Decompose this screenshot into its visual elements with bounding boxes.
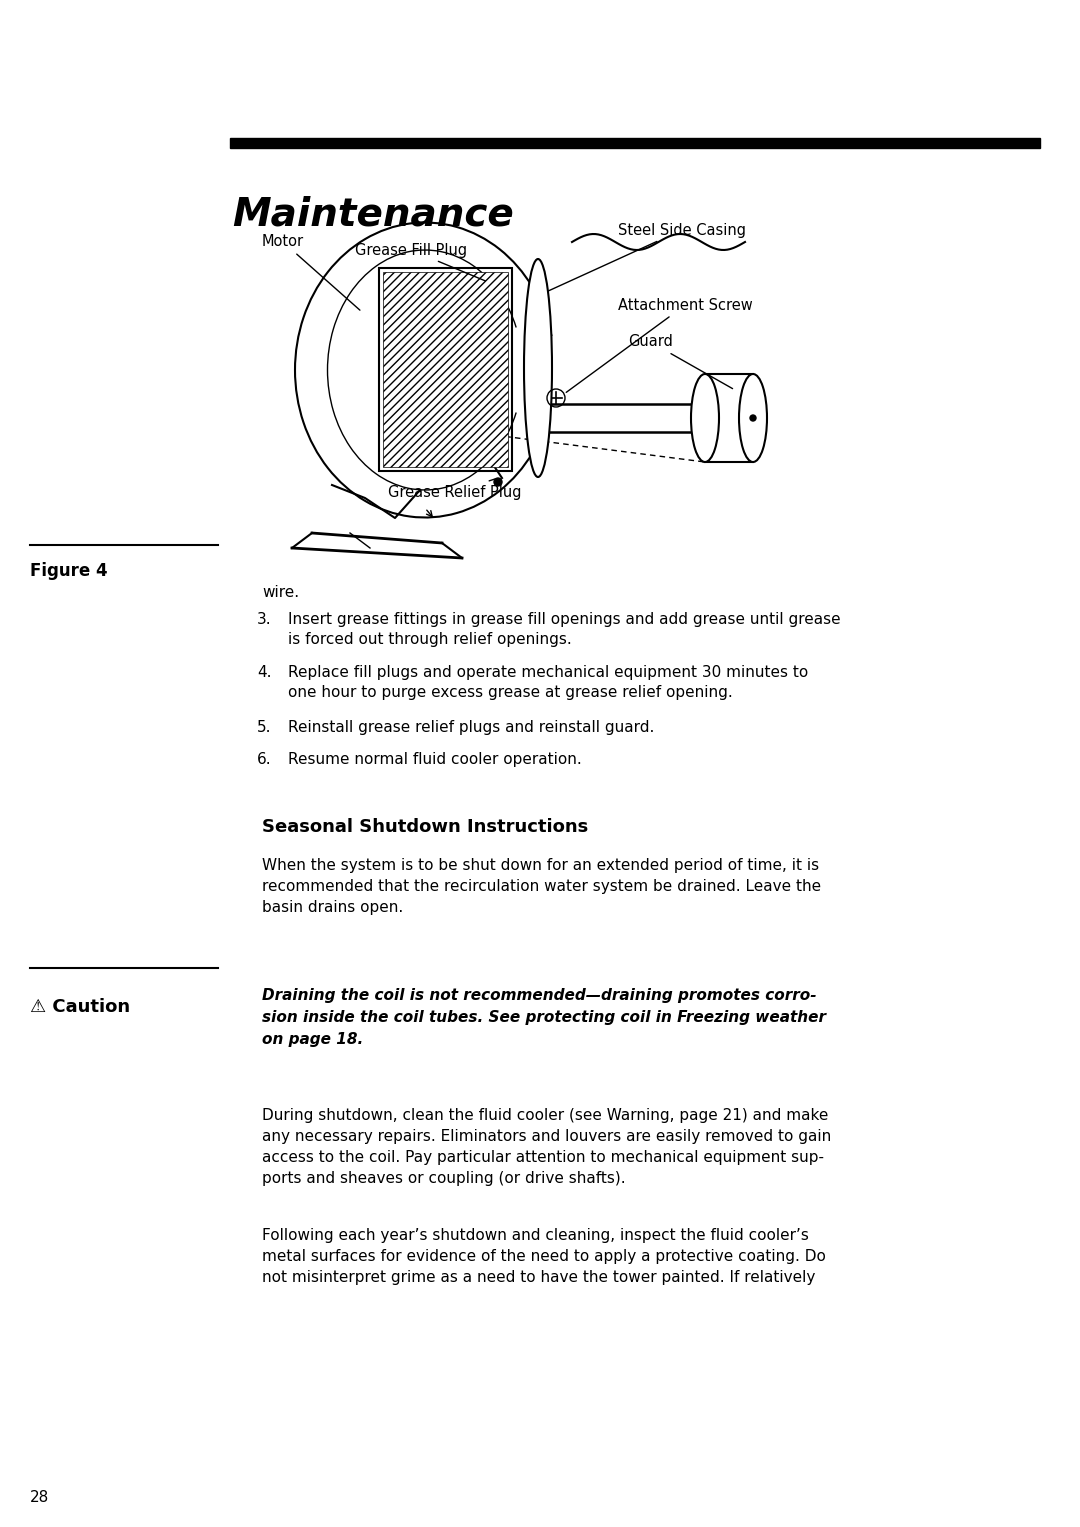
Ellipse shape: [524, 260, 552, 476]
Text: 6.: 6.: [257, 751, 272, 767]
Text: Grease Fill Plug: Grease Fill Plug: [355, 243, 485, 281]
Text: During shutdown, clean the fluid cooler (see Warning, page 21) and make
any nece: During shutdown, clean the fluid cooler …: [262, 1109, 832, 1186]
Text: Resume normal fluid cooler operation.: Resume normal fluid cooler operation.: [288, 751, 582, 767]
Text: Draining the coil is not recommended—draining promotes corro-
sion inside the co: Draining the coil is not recommended—dra…: [262, 988, 826, 1048]
Text: 5.: 5.: [257, 721, 271, 734]
Text: 28: 28: [30, 1490, 50, 1506]
Circle shape: [750, 415, 756, 421]
Text: 4.: 4.: [257, 664, 271, 680]
Text: Replace fill plugs and operate mechanical equipment 30 minutes to
one hour to pu: Replace fill plugs and operate mechanica…: [288, 664, 808, 701]
Ellipse shape: [691, 374, 719, 463]
Text: Guard: Guard: [627, 334, 732, 389]
Text: Following each year’s shutdown and cleaning, inspect the fluid cooler’s
metal su: Following each year’s shutdown and clean…: [262, 1228, 826, 1286]
Text: When the system is to be shut down for an extended period of time, it is
recomme: When the system is to be shut down for a…: [262, 858, 821, 915]
Text: ⚠ Caution: ⚠ Caution: [30, 999, 130, 1015]
Text: Motor: Motor: [262, 235, 360, 310]
Text: 3.: 3.: [257, 612, 272, 628]
Bar: [383, 272, 508, 467]
Text: Grease Relief Plug: Grease Relief Plug: [388, 479, 522, 499]
Bar: [230, 137, 1040, 148]
Text: Attachment Screw: Attachment Screw: [566, 298, 753, 392]
Text: Insert grease fittings in grease fill openings and add grease until grease
is fo: Insert grease fittings in grease fill op…: [288, 612, 840, 647]
Text: Reinstall grease relief plugs and reinstall guard.: Reinstall grease relief plugs and reinst…: [288, 721, 654, 734]
Circle shape: [494, 478, 502, 486]
Text: Maintenance: Maintenance: [232, 195, 514, 234]
Bar: [379, 269, 512, 470]
Text: Seasonal Shutdown Instructions: Seasonal Shutdown Instructions: [262, 818, 589, 835]
Text: Figure 4: Figure 4: [30, 562, 108, 580]
Text: Steel Side Casing: Steel Side Casing: [549, 223, 746, 290]
Text: wire.: wire.: [262, 585, 299, 600]
Ellipse shape: [739, 374, 767, 463]
